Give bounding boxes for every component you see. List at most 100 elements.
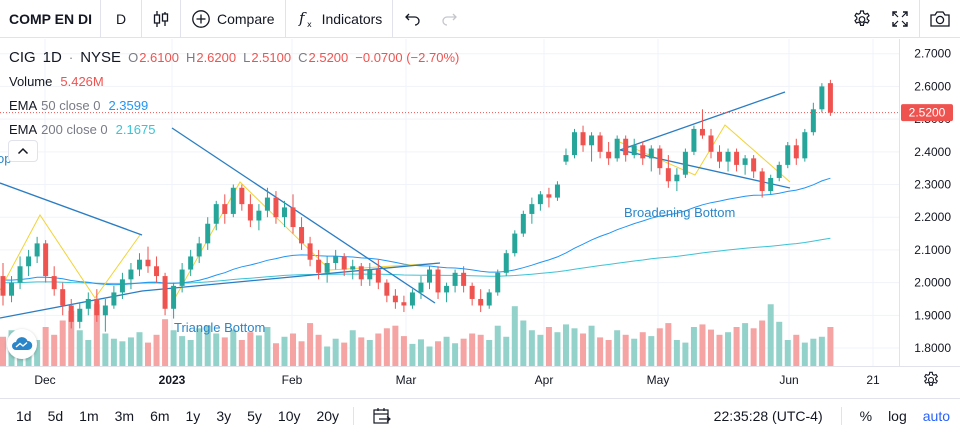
price-tick-label: 2.6000	[914, 79, 951, 93]
candle-body	[495, 272, 501, 293]
candle-body	[554, 184, 560, 198]
volume-bar	[307, 323, 314, 366]
volume-bar	[298, 341, 305, 366]
candle	[631, 138, 637, 159]
candle-body	[341, 256, 347, 270]
candle	[776, 161, 782, 182]
range-button-10y[interactable]: 10y	[277, 408, 301, 424]
candle	[290, 194, 296, 234]
log-scale-toggle[interactable]: log	[888, 408, 907, 424]
time-scale[interactable]: Dec 2023 Feb Mar Apr May Jun 21	[34, 373, 880, 387]
volume-bar	[699, 324, 706, 366]
price-tick-label: 2.4000	[914, 145, 951, 159]
candle-body	[350, 266, 356, 270]
legend-collapse-button[interactable]	[8, 140, 38, 162]
candle	[802, 128, 808, 162]
undo-button[interactable]	[393, 0, 431, 38]
chart-settings-corner-button[interactable]	[922, 371, 942, 391]
range-button-1m[interactable]: 1m	[79, 408, 99, 424]
legend-interval: 1D	[42, 49, 62, 66]
volume-bar	[204, 325, 211, 366]
candle	[154, 256, 160, 283]
range-button-20y[interactable]: 20y	[316, 408, 340, 424]
candle-body	[546, 194, 552, 198]
candle-body	[111, 292, 117, 306]
volume-bar	[238, 340, 245, 366]
legend-ema200-row[interactable]: EMA 200 close 0 2.1675	[9, 118, 466, 142]
price-tick-label: 2.2000	[914, 210, 951, 224]
time-scale-border	[0, 366, 960, 367]
candle	[128, 262, 134, 290]
candle-body	[358, 266, 364, 280]
candle-body	[136, 259, 142, 270]
candle-body	[85, 298, 91, 309]
compare-button[interactable]: Compare	[181, 0, 285, 38]
candle-body	[154, 266, 160, 277]
chart-style-button[interactable]	[142, 0, 180, 38]
ema50-params: 50 close 0	[41, 98, 101, 113]
candle	[452, 269, 458, 293]
candle	[119, 272, 125, 299]
legend-open-key: O	[128, 50, 139, 65]
candle-body	[375, 269, 381, 283]
ema200-name: EMA	[9, 122, 38, 137]
candle-body	[793, 145, 799, 159]
candle	[162, 272, 168, 316]
candle-body	[674, 174, 680, 182]
goto-date-button[interactable]	[364, 399, 400, 433]
trendline-triangle-top	[171, 127, 436, 304]
legend-volume-row[interactable]: Volume 5.426M	[9, 70, 466, 94]
gear-icon	[924, 371, 938, 386]
candle	[529, 197, 535, 224]
range-button-6m[interactable]: 6m	[150, 408, 170, 424]
volume-bar	[443, 336, 450, 366]
function-icon: f x	[298, 9, 312, 29]
candle-body	[827, 83, 833, 113]
redo-button[interactable]	[431, 0, 469, 38]
candle-body	[657, 148, 663, 169]
price-tick-label: 2.1000	[914, 243, 951, 257]
compare-label: Compare	[217, 10, 275, 27]
range-button-3m[interactable]: 3m	[114, 408, 135, 424]
indicators-button[interactable]: f x Indicators	[286, 0, 393, 38]
candle-body	[162, 276, 168, 309]
volume-bar	[767, 304, 774, 366]
volume-bar	[571, 328, 578, 366]
candle-body	[648, 148, 654, 159]
snapshot-button[interactable]	[920, 0, 960, 38]
volume-bar	[818, 336, 825, 366]
timezone-clock[interactable]: 22:35:28 (UTC-4)	[713, 408, 823, 424]
range-button-1d[interactable]: 1d	[16, 408, 32, 424]
volume-bar	[179, 336, 186, 366]
percent-scale-toggle[interactable]: %	[859, 408, 873, 424]
interval-button[interactable]: D	[115, 10, 127, 27]
candle-body	[529, 204, 535, 214]
volume-bar	[776, 321, 783, 366]
auto-scale-toggle[interactable]: auto	[922, 408, 950, 424]
range-button-3y[interactable]: 3y	[216, 408, 232, 424]
legend-open-value: 2.6100	[139, 50, 179, 65]
price-chart[interactable]: Broadening Bottom Triangle Bottom op 2.7…	[0, 39, 960, 398]
candle	[742, 155, 748, 175]
candle	[179, 262, 185, 293]
symbol-search-button[interactable]: COMP EN DI	[9, 10, 92, 27]
candle	[512, 230, 518, 257]
legend-ema50-row[interactable]: EMA 50 close 0 2.3599	[9, 94, 466, 118]
settings-button[interactable]	[843, 0, 881, 38]
candle	[68, 298, 74, 329]
range-button-1y[interactable]: 1y	[185, 408, 201, 424]
candle	[759, 168, 765, 198]
candle-body	[461, 272, 467, 286]
gear-icon	[854, 9, 870, 26]
volume-bar	[162, 319, 169, 366]
price-scale[interactable]: 2.70002.60002.50002.40002.30002.20002.10…	[914, 47, 951, 355]
range-button-5y[interactable]: 5y	[247, 408, 262, 424]
volume-bar	[503, 336, 510, 366]
fullscreen-button[interactable]	[881, 0, 919, 38]
tradingview-logo[interactable]	[7, 329, 37, 359]
candle	[17, 256, 23, 290]
volume-bar	[511, 306, 518, 366]
volume-bar	[750, 328, 757, 366]
range-button-5d[interactable]: 5d	[47, 408, 64, 424]
